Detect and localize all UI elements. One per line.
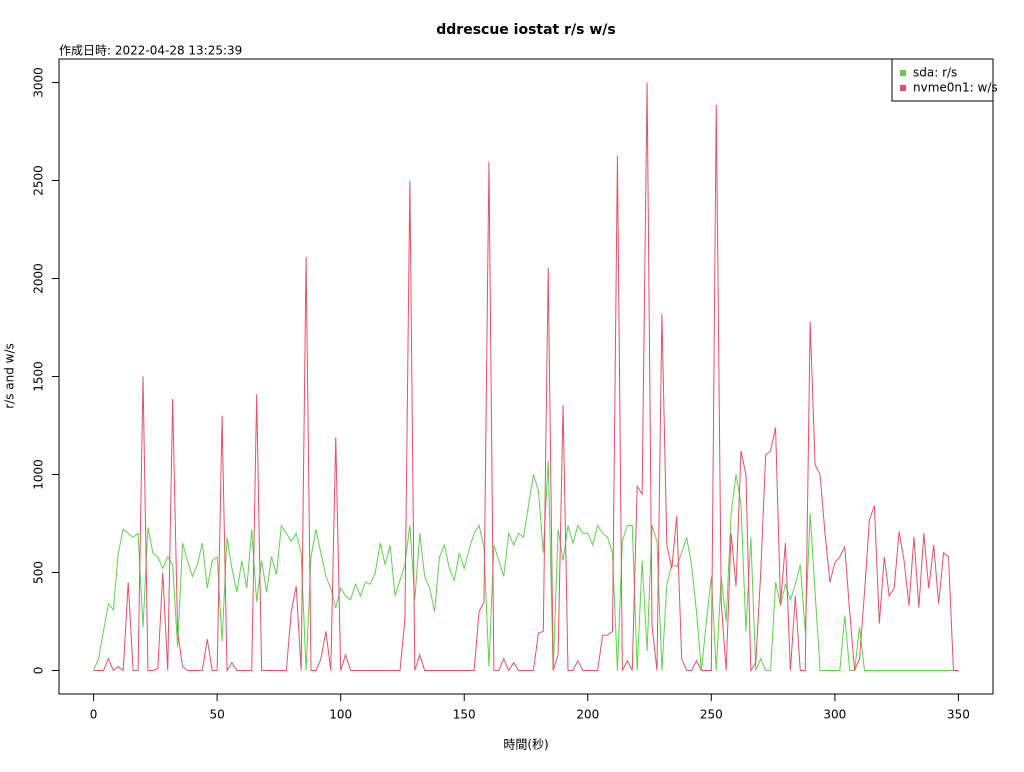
y-tick-label: 2500	[32, 165, 46, 196]
x-tick-label: 300	[823, 708, 846, 722]
series-line	[93, 460, 959, 671]
x-tick-label: 250	[700, 708, 723, 722]
y-tick-label: 1500	[32, 361, 46, 392]
y-tick-label: 0	[32, 667, 46, 675]
legend-box	[891, 58, 994, 102]
chart-title: ddrescue iostat r/s w/s	[436, 22, 615, 38]
y-tick-label: 2000	[32, 263, 46, 294]
series-line	[93, 82, 959, 673]
y-tick-label: 500	[32, 561, 46, 584]
y-tick-label: 1000	[32, 459, 46, 490]
x-tick-label: 200	[576, 708, 599, 722]
legend-swatch	[900, 85, 906, 91]
legend-label: sda: r/s	[913, 66, 957, 80]
subtitle: 作成日時: 2022-04-28 13:25:39	[59, 44, 242, 58]
x-tick-label: 150	[453, 708, 476, 722]
y-axis-label: r/s and w/s	[3, 343, 17, 409]
x-tick-label: 0	[90, 708, 98, 722]
x-tick-label: 100	[329, 708, 352, 722]
legend-label: nvme0n1: w/s	[913, 81, 998, 95]
x-axis-label: 時間(秒)	[503, 738, 548, 752]
x-tick-label: 50	[209, 708, 224, 722]
y-tick-label: 3000	[32, 67, 46, 98]
legend-swatch	[900, 70, 906, 76]
x-tick-label: 350	[947, 708, 970, 722]
